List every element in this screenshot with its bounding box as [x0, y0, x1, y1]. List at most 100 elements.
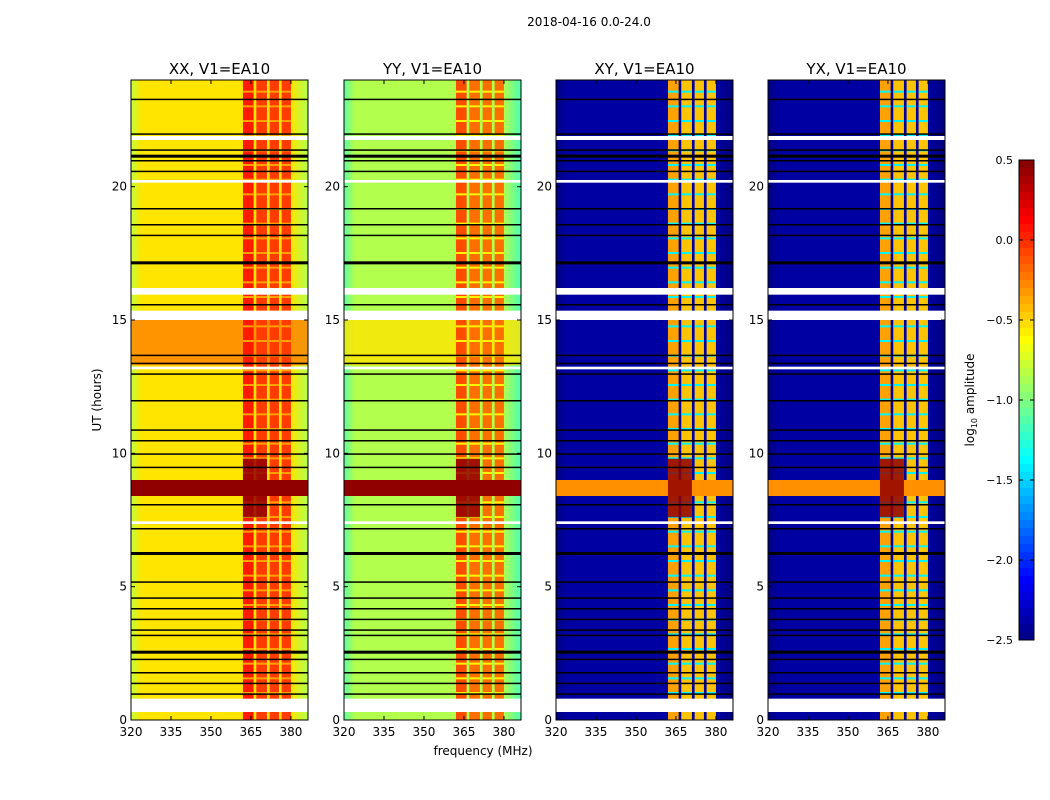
heatmap-band-gap: [455, 589, 467, 592]
heatmap-band-gap: [242, 589, 254, 592]
heatmap-region-high: [131, 320, 308, 366]
heatmap-band-gap: [494, 340, 504, 342]
flagged-row-white: [131, 698, 308, 712]
colorbar-segment: [1019, 416, 1034, 425]
heatmap-band-gap: [281, 633, 291, 636]
heatmap-band-gap: [494, 633, 504, 636]
heatmap-band-gap: [482, 589, 492, 592]
heatmap-band-gap: [494, 472, 504, 474]
flagged-row-black: [344, 133, 521, 135]
flagged-row-black: [556, 629, 733, 631]
heatmap-band-gap: [879, 252, 891, 254]
heatmap-band-gap: [281, 252, 291, 254]
colorbar-segment: [1019, 328, 1034, 337]
flagged-row-black: [768, 261, 945, 265]
heatmap-band-gap: [667, 266, 679, 269]
heatmap-band-gap: [893, 398, 904, 401]
flagged-row-black: [131, 429, 308, 431]
flagged-row-white: [131, 180, 308, 183]
heatmap-band-gap: [482, 516, 492, 518]
heatmap-band-gap: [879, 428, 891, 430]
heatmap-band-gap: [256, 164, 267, 166]
heatmap-band-gap: [482, 692, 492, 694]
panel-yx: YX, V1=EA10 320 335 350 365 380 0 5 10 15 20: [749, 60, 946, 739]
flagged-row-black: [131, 149, 308, 151]
y-tick-label: 20: [112, 180, 127, 194]
heatmap-band-gap: [482, 428, 492, 430]
heatmap-band-gap: [681, 457, 692, 460]
heatmap-band-gap: [469, 252, 480, 254]
colorbar-segment: [1019, 568, 1034, 577]
heatmap-band-gap: [918, 237, 928, 240]
flagged-row-black: [131, 672, 308, 674]
heatmap-band-gap: [256, 222, 267, 225]
colorbar-tick-label: 0.5: [996, 154, 1014, 167]
heatmap-band-gap: [906, 442, 916, 445]
heatmap-band-gap: [694, 120, 704, 122]
flagged-row-black: [344, 234, 521, 237]
heatmap-band-gap: [681, 90, 692, 93]
heatmap-band-gap: [455, 428, 467, 430]
heatmap-band-gap: [681, 530, 692, 533]
heatmap-band-gap: [694, 589, 704, 592]
heatmap-band-gap: [269, 604, 279, 606]
colorbar-segment: [1019, 176, 1034, 185]
heatmap-band-gap: [469, 648, 480, 650]
heatmap-band-gap: [667, 530, 679, 533]
x-tick-label: 335: [585, 725, 608, 739]
colorbar-segment: [1019, 584, 1034, 593]
heatmap-band-gap: [494, 560, 504, 562]
colorbar-segment: [1019, 512, 1034, 521]
colorbar-segment: [1019, 632, 1034, 641]
flagged-row-black: [131, 682, 308, 685]
heatmap-band-gap: [681, 560, 692, 562]
heatmap-band-gap: [469, 428, 480, 430]
heatmap-band-gap: [469, 340, 480, 342]
heatmap-band-gap: [906, 281, 916, 284]
heatmap-band-gap: [482, 222, 492, 225]
heatmap-band-gap: [494, 281, 504, 284]
heatmap-band-gap: [879, 90, 891, 93]
flagged-row-black: [131, 234, 308, 237]
heatmap-band-gap: [879, 340, 891, 342]
flagged-row-white: [344, 521, 521, 524]
heatmap-rfi-core: [879, 458, 904, 518]
heatmap-band-gap: [256, 428, 267, 430]
colorbar-segment: [1019, 552, 1034, 561]
heatmap-band-gap: [269, 134, 279, 137]
y-tick-label: 10: [749, 446, 764, 460]
y-tick-label: 10: [112, 446, 127, 460]
figure-title: 2018-04-16 0.0-24.0: [527, 15, 651, 29]
flagged-row-black: [131, 453, 308, 455]
heatmap-band-gap: [706, 516, 716, 518]
flagged-row-black: [768, 170, 945, 173]
heatmap-band-gap: [694, 340, 704, 342]
heatmap-band-gap: [706, 325, 716, 328]
x-tick-label: 350: [837, 725, 860, 739]
flagged-row-black: [768, 618, 945, 621]
flagged-row-white: [556, 521, 733, 524]
heatmap-band-gap: [667, 560, 679, 562]
heatmap-band-gap: [242, 369, 254, 372]
heatmap-band-gap: [469, 164, 480, 166]
colorbar-segment: [1019, 592, 1034, 601]
flagged-row-black: [131, 552, 308, 555]
heatmap-band-gap: [242, 560, 254, 562]
heatmap-band-gap: [706, 560, 716, 562]
flagged-row-black: [344, 154, 521, 158]
heatmap-band-gap: [893, 648, 904, 650]
flagged-row-black: [131, 261, 308, 265]
heatmap-band-gap: [242, 193, 254, 196]
heatmap-band-gap: [879, 369, 891, 372]
heatmap-band-gap: [681, 398, 692, 401]
colorbar-segment: [1019, 304, 1034, 313]
heatmap-band-gap: [281, 384, 291, 386]
heatmap-band-gap: [269, 281, 279, 284]
flagged-row-black: [556, 597, 733, 599]
heatmap-band-gap: [482, 545, 492, 548]
heatmap-band-gap: [918, 589, 928, 592]
colorbar-segment: [1019, 344, 1034, 353]
heatmap-band-gap: [918, 164, 928, 166]
heatmap-band-gap: [242, 604, 254, 606]
heatmap-band-gap: [281, 237, 291, 240]
